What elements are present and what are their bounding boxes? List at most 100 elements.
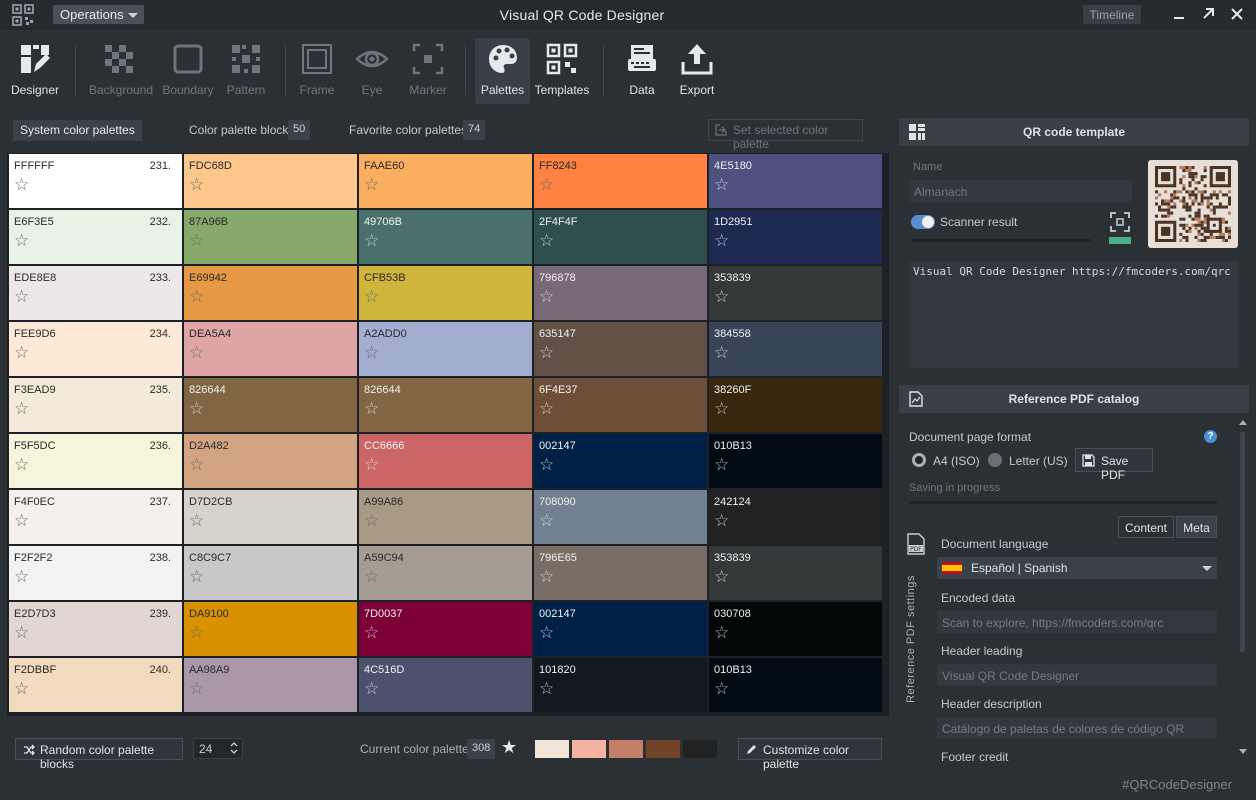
favorite-star-icon[interactable]: ☆ xyxy=(539,287,555,306)
templates-tool[interactable]: Templates xyxy=(532,38,592,104)
favorite-star-icon[interactable]: ☆ xyxy=(539,399,555,418)
favorite-star-icon[interactable]: ☆ xyxy=(714,287,730,306)
header-leading-input[interactable]: Visual QR Code Designer xyxy=(937,664,1217,686)
palette-color-cell[interactable]: 353839 ☆ xyxy=(709,266,882,320)
favorite-star-icon[interactable]: ☆ xyxy=(539,455,555,474)
pattern-tool[interactable]: Pattern xyxy=(216,38,276,104)
favorite-star-icon[interactable]: ☆ xyxy=(364,287,380,306)
favorite-star-icon[interactable]: ☆ xyxy=(714,175,730,194)
palette-color-cell[interactable]: 635147 ☆ xyxy=(534,322,707,376)
palette-color-cell[interactable]: 2F4F4F ☆ xyxy=(534,210,707,264)
palette-color-cell[interactable]: 101820 ☆ xyxy=(534,658,707,712)
designer-tool[interactable]: Designer xyxy=(5,38,65,104)
favorite-star-icon[interactable]: ☆ xyxy=(14,679,30,698)
a4-radio[interactable] xyxy=(912,453,926,467)
palette-color-cell[interactable]: AA98A9 ☆ xyxy=(184,658,357,712)
palette-color-cell[interactable]: F3EAD9 235. ☆ xyxy=(9,378,182,432)
favorite-star-icon[interactable]: ☆ xyxy=(14,175,30,194)
scanner-result-toggle[interactable] xyxy=(911,215,935,229)
favorite-star-icon[interactable]: ☆ xyxy=(364,175,380,194)
palette-color-cell[interactable]: DEA5A4 ☆ xyxy=(184,322,357,376)
favorite-star-icon[interactable]: ☆ xyxy=(364,567,380,586)
favorite-star-icon[interactable]: ☆ xyxy=(714,567,730,586)
palette-color-cell[interactable]: D7D2CB ☆ xyxy=(184,490,357,544)
favorite-star-icon[interactable]: ☆ xyxy=(189,623,205,642)
palette-color-cell[interactable]: 87A96B ☆ xyxy=(184,210,357,264)
qr-content-textarea[interactable]: Visual QR Code Designer https://fmcoders… xyxy=(909,261,1238,368)
favorite-star-icon[interactable]: ☆ xyxy=(539,679,555,698)
set-selected-palette-button[interactable]: Set selected color palette xyxy=(708,119,863,151)
favorite-star-icon[interactable]: ☆ xyxy=(14,343,30,362)
pdf-settings-scrollbar[interactable] xyxy=(1238,420,1248,760)
block-count-stepper[interactable]: 24 xyxy=(193,738,243,759)
palette-color-cell[interactable]: F4F0EC 237. ☆ xyxy=(9,490,182,544)
palette-color-cell[interactable]: 38260F ☆ xyxy=(709,378,882,432)
export-tool[interactable]: Export xyxy=(667,38,727,104)
current-palette-swatch[interactable] xyxy=(683,740,717,758)
favorite-star-icon[interactable]: ☆ xyxy=(189,455,205,474)
favorite-star-icon[interactable]: ☆ xyxy=(364,455,380,474)
content-tab[interactable]: Content xyxy=(1118,516,1174,538)
favorite-star-icon[interactable]: ☆ xyxy=(189,343,205,362)
operations-dropdown[interactable]: Operations xyxy=(53,5,144,24)
header-description-input[interactable]: Catálogo de paletas de colores de código… xyxy=(937,717,1217,739)
close-icon[interactable] xyxy=(1229,6,1245,22)
favorite-star-icon[interactable]: ★ xyxy=(501,737,518,757)
palette-color-cell[interactable]: A59C94 ☆ xyxy=(359,546,532,600)
palette-color-cell[interactable]: 826644 ☆ xyxy=(359,378,532,432)
favorite-star-icon[interactable]: ☆ xyxy=(14,567,30,586)
favorite-star-icon[interactable]: ☆ xyxy=(189,511,205,530)
palette-color-cell[interactable]: 6F4E37 ☆ xyxy=(534,378,707,432)
palette-color-cell[interactable]: 49706B ☆ xyxy=(359,210,532,264)
favorite-star-icon[interactable]: ☆ xyxy=(539,231,555,250)
tab-system-palettes[interactable]: System color palettes xyxy=(13,120,142,141)
favorite-star-icon[interactable]: ☆ xyxy=(189,287,205,306)
favorite-star-icon[interactable]: ☆ xyxy=(539,567,555,586)
scrollbar-thumb[interactable] xyxy=(1240,432,1245,652)
app-logo-icon[interactable] xyxy=(12,4,34,26)
stepper-arrows-icon[interactable] xyxy=(230,741,238,755)
eye-tool[interactable]: Eye xyxy=(342,38,402,104)
favorite-star-icon[interactable]: ☆ xyxy=(14,455,30,474)
current-palette-swatch[interactable] xyxy=(572,740,606,758)
palette-color-cell[interactable]: E69942 ☆ xyxy=(184,266,357,320)
palette-color-cell[interactable]: 002147 ☆ xyxy=(534,434,707,488)
palette-color-cell[interactable]: 010B13 ☆ xyxy=(709,434,882,488)
palette-color-cell[interactable]: 826644 ☆ xyxy=(184,378,357,432)
palette-color-cell[interactable]: D2A482 ☆ xyxy=(184,434,357,488)
favorite-star-icon[interactable]: ☆ xyxy=(714,511,730,530)
palette-color-cell[interactable]: 796E65 ☆ xyxy=(534,546,707,600)
current-palette-swatch[interactable] xyxy=(646,740,680,758)
favorite-star-icon[interactable]: ☆ xyxy=(14,399,30,418)
favorite-star-icon[interactable]: ☆ xyxy=(714,343,730,362)
palette-color-cell[interactable]: 002147 ☆ xyxy=(534,602,707,656)
data-tool[interactable]: Data xyxy=(612,38,672,104)
palette-color-cell[interactable]: C8C9C7 ☆ xyxy=(184,546,357,600)
favorite-star-icon[interactable]: ☆ xyxy=(714,679,730,698)
boundary-tool[interactable]: Boundary xyxy=(158,38,218,104)
favorite-star-icon[interactable]: ☆ xyxy=(189,399,205,418)
palette-color-cell[interactable]: 4C516D ☆ xyxy=(359,658,532,712)
palettes-tool[interactable]: Palettes xyxy=(475,38,530,104)
language-select[interactable]: Español | Spanish xyxy=(937,557,1217,579)
help-icon[interactable]: ? xyxy=(1204,430,1217,443)
palette-color-cell[interactable]: 030708 ☆ xyxy=(709,602,882,656)
favorite-star-icon[interactable]: ☆ xyxy=(714,399,730,418)
palette-color-cell[interactable]: F2DBBF 240. ☆ xyxy=(9,658,182,712)
marker-tool[interactable]: Marker xyxy=(398,38,458,104)
palette-color-cell[interactable]: FEE9D6 234. ☆ xyxy=(9,322,182,376)
palette-color-cell[interactable]: CC6666 ☆ xyxy=(359,434,532,488)
background-tool[interactable]: Background xyxy=(89,38,153,104)
palette-color-cell[interactable]: E2D7D3 239. ☆ xyxy=(9,602,182,656)
favorite-star-icon[interactable]: ☆ xyxy=(14,231,30,250)
favorite-star-icon[interactable]: ☆ xyxy=(14,511,30,530)
favorite-star-icon[interactable]: ☆ xyxy=(189,175,205,194)
letter-radio[interactable] xyxy=(988,453,1002,467)
palette-color-cell[interactable]: FDC68D ☆ xyxy=(184,154,357,208)
name-input[interactable]: Almanach xyxy=(909,180,1132,202)
favorite-star-icon[interactable]: ☆ xyxy=(539,175,555,194)
palette-color-cell[interactable]: E6F3E5 232. ☆ xyxy=(9,210,182,264)
palette-color-cell[interactable]: 7D0037 ☆ xyxy=(359,602,532,656)
favorite-star-icon[interactable]: ☆ xyxy=(364,343,380,362)
current-palette-swatch[interactable] xyxy=(609,740,643,758)
